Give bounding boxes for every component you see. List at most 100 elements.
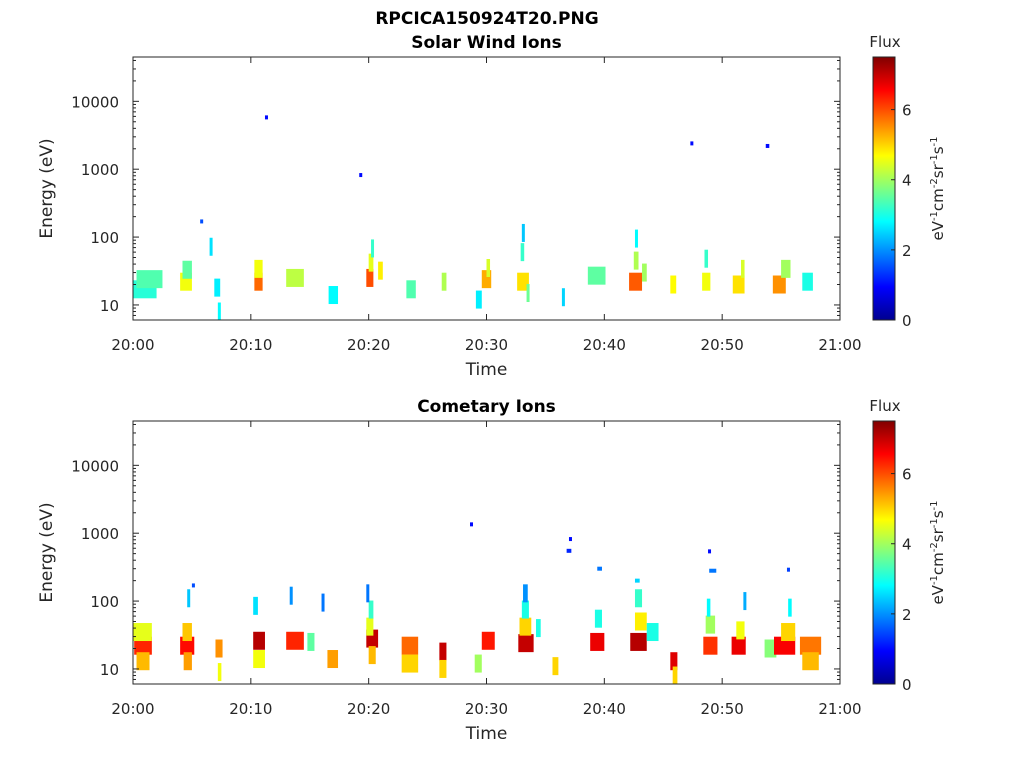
heatmap-cell <box>520 243 525 262</box>
heatmap-cell <box>672 666 678 684</box>
x-tick-label: 21:00 <box>818 336 861 354</box>
x-tick-label: 20:10 <box>229 336 272 354</box>
y-tick-label: 100 <box>90 229 119 247</box>
x-tick-label: 20:30 <box>465 700 508 718</box>
heatmap-cell <box>254 259 263 278</box>
heatmap-cell <box>781 259 791 278</box>
heatmap-cell <box>439 659 447 678</box>
colorbar-tick-label: 2 <box>902 242 912 260</box>
heatmap-cell <box>708 549 712 554</box>
y-axis-label: Energy (eV) <box>37 138 57 238</box>
heatmap-cells <box>133 522 822 684</box>
colorbar <box>872 56 896 321</box>
heatmap-cell <box>670 652 678 671</box>
heatmap-cell <box>690 141 694 146</box>
heatmap-cell <box>597 566 602 571</box>
heatmap-cells <box>133 115 813 320</box>
x-tick-label: 20:00 <box>111 700 154 718</box>
heatmap-cell <box>474 654 482 673</box>
heatmap-cell <box>702 272 711 291</box>
y-axis-label: Energy (eV) <box>37 502 57 602</box>
heatmap-cell <box>253 650 265 669</box>
x-tick-label: 20:20 <box>347 336 390 354</box>
heatmap-cell <box>180 272 192 291</box>
x-tick-label: 20:00 <box>111 336 154 354</box>
x-tick-label: 20:50 <box>701 336 744 354</box>
heatmap-cell <box>253 631 265 650</box>
heatmap-cell <box>629 272 643 291</box>
x-tick-label: 20:40 <box>583 700 626 718</box>
heatmap-cell <box>289 586 293 605</box>
heatmap-cell <box>378 261 383 280</box>
heatmap-cell <box>366 617 374 636</box>
heatmap-cell <box>187 589 191 608</box>
heatmap-cell <box>587 266 606 285</box>
heatmap-cell <box>441 272 447 291</box>
heatmap-cell <box>568 537 572 542</box>
heatmap-cell <box>191 583 195 588</box>
heatmap-cell <box>566 548 572 553</box>
colorbar-tick-label: 0 <box>902 676 912 694</box>
heatmap-cell <box>646 623 659 642</box>
heatmap-cell <box>470 522 474 527</box>
heatmap-cell <box>590 632 605 651</box>
heatmap-cell <box>217 663 222 682</box>
heatmap-cell <box>670 275 677 294</box>
heatmap-cell <box>327 650 339 669</box>
heatmap-cell <box>254 272 263 291</box>
heatmap-cell <box>209 237 213 256</box>
colorbar-tick-label: 4 <box>902 536 912 554</box>
heatmap-cell <box>328 286 339 305</box>
panel-title: Solar Wind Ions <box>411 33 562 53</box>
colorbar-tick-label: 6 <box>902 102 912 120</box>
heatmap-cell <box>526 283 530 302</box>
heatmap-cell <box>634 229 638 248</box>
heatmap-cell <box>486 259 491 278</box>
heatmap-cell <box>180 636 195 655</box>
heatmap-cell <box>709 568 717 573</box>
heatmap-cell <box>517 272 529 291</box>
heatmap-cell <box>706 598 711 617</box>
heatmap-cell <box>368 600 374 619</box>
heatmap-cell <box>561 288 565 307</box>
heatmap-cell <box>705 615 716 634</box>
heatmap-cell <box>521 223 525 242</box>
x-tick-label: 20:50 <box>701 700 744 718</box>
x-tick-label: 20:30 <box>465 336 508 354</box>
heatmap-cell <box>741 259 745 278</box>
heatmap-cell <box>521 600 529 619</box>
heatmap-cell <box>200 219 204 224</box>
heatmap-cell <box>368 253 374 272</box>
heatmap-cell <box>634 578 640 583</box>
heatmap-cell <box>182 260 192 279</box>
heatmap-cell <box>799 636 822 655</box>
panel-1: Solar Wind Ions 20:00 20:10 20:20 20:30 20:40… <box>37 33 947 380</box>
panel-title: Cometary Ions <box>417 397 556 417</box>
heatmap-cell <box>366 268 374 287</box>
heatmap-cell <box>136 652 150 671</box>
heatmap-cell <box>286 268 304 287</box>
heatmap-cell <box>183 652 192 671</box>
y-tick-label: 100 <box>90 593 119 611</box>
heatmap-cell <box>802 652 819 671</box>
heatmap-cell <box>133 623 152 642</box>
colorbar-title: Flux <box>869 33 900 51</box>
heatmap-cell <box>439 642 447 661</box>
y-tick-label: 10 <box>100 661 119 679</box>
heatmap-cell <box>401 636 419 655</box>
x-tick-label: 21:00 <box>818 700 861 718</box>
heatmap-cell <box>634 589 643 608</box>
y-tick-label: 1000 <box>81 161 119 179</box>
y-tick-label: 10000 <box>71 93 119 111</box>
heatmap-cell <box>286 631 304 650</box>
heatmap-cell <box>772 275 786 294</box>
heatmap-cell <box>321 593 325 612</box>
heatmap-cell <box>704 249 709 268</box>
colorbar-title: Flux <box>869 397 900 415</box>
heatmap-cell <box>475 290 482 309</box>
heatmap-cell <box>765 143 770 148</box>
heatmap-cell <box>743 592 747 611</box>
heatmap-cell <box>642 263 647 282</box>
heatmap-cell <box>481 270 492 289</box>
